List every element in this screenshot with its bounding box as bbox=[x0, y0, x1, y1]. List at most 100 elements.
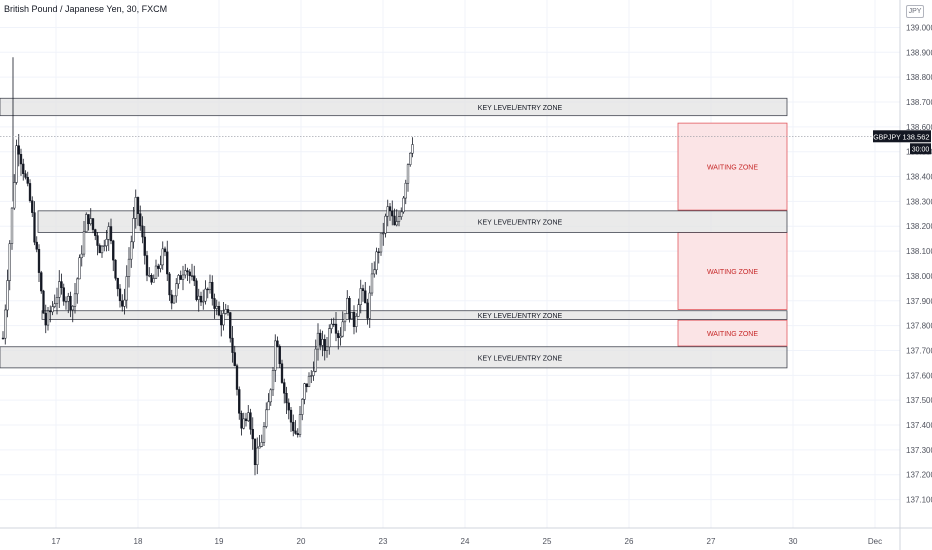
waiting-zone bbox=[677, 122, 788, 211]
candle bbox=[267, 393, 270, 411]
candle bbox=[31, 196, 34, 217]
candle-body bbox=[37, 249, 41, 273]
candle-body bbox=[127, 258, 131, 277]
candle-body bbox=[258, 446, 261, 449]
candle bbox=[278, 344, 281, 368]
candle-body bbox=[132, 218, 135, 243]
candle-body bbox=[220, 314, 223, 326]
candle bbox=[76, 277, 79, 304]
candle bbox=[157, 263, 160, 277]
candle bbox=[388, 202, 392, 221]
candle-body bbox=[40, 272, 43, 292]
candle-body bbox=[31, 200, 34, 213]
candle bbox=[125, 265, 128, 309]
candle-body bbox=[8, 243, 11, 281]
candle-body bbox=[280, 363, 284, 383]
candle-body bbox=[53, 303, 56, 307]
candle bbox=[44, 304, 47, 334]
candle bbox=[58, 270, 61, 308]
x-tick-label: 19 bbox=[215, 537, 224, 546]
candle bbox=[91, 217, 95, 234]
candle bbox=[17, 134, 20, 167]
candle bbox=[289, 406, 293, 432]
candle bbox=[352, 305, 356, 335]
candle-body bbox=[339, 335, 342, 338]
candle-body bbox=[346, 297, 349, 315]
candle bbox=[233, 345, 236, 367]
candle-body bbox=[199, 295, 203, 303]
candle bbox=[402, 195, 405, 214]
candle bbox=[242, 412, 245, 430]
candle-body bbox=[188, 271, 191, 276]
candle bbox=[175, 278, 178, 303]
candle-body bbox=[267, 401, 270, 411]
candle bbox=[370, 262, 374, 296]
last-price-tag[interactable]: GBPJPY 138.562 30:00 bbox=[873, 130, 931, 155]
candle-body bbox=[76, 278, 79, 295]
candle-body bbox=[168, 273, 171, 296]
candle-body bbox=[229, 312, 232, 339]
candle-body bbox=[19, 154, 23, 165]
candle-body bbox=[62, 287, 65, 302]
chart-title: British Pound / Japanese Yen, 30, FXCM bbox=[4, 4, 168, 14]
candle bbox=[208, 274, 212, 294]
currency-badge[interactable]: JPY bbox=[906, 5, 924, 18]
candle bbox=[67, 292, 70, 314]
candle bbox=[222, 301, 225, 331]
candle bbox=[343, 313, 347, 332]
candle-body bbox=[350, 312, 353, 320]
candle-body bbox=[85, 214, 88, 233]
candle bbox=[24, 170, 27, 180]
candle-body bbox=[400, 211, 403, 217]
x-tick-label: 18 bbox=[134, 537, 143, 546]
candle-body bbox=[206, 288, 209, 291]
candle-body bbox=[244, 418, 248, 422]
candle bbox=[314, 339, 317, 373]
candle-body bbox=[163, 248, 167, 253]
candle-body bbox=[91, 218, 95, 230]
candle-body bbox=[359, 288, 362, 305]
candle bbox=[238, 386, 241, 420]
candle-body bbox=[343, 313, 347, 323]
candle-body bbox=[233, 352, 236, 366]
candle-body bbox=[352, 312, 356, 327]
candle-body bbox=[382, 232, 385, 235]
candle-body bbox=[395, 221, 398, 226]
symbol-tag-label: GBPJPY bbox=[873, 134, 901, 141]
candle-body bbox=[181, 274, 185, 280]
candle-body bbox=[78, 257, 81, 280]
candle-body bbox=[332, 323, 335, 326]
candle-body bbox=[402, 197, 405, 213]
candle bbox=[121, 294, 124, 312]
candle bbox=[249, 408, 252, 435]
candle bbox=[105, 229, 108, 252]
candle bbox=[359, 279, 362, 314]
candle bbox=[107, 222, 110, 251]
candle bbox=[235, 363, 239, 396]
candle-body bbox=[240, 413, 243, 429]
candle bbox=[127, 247, 131, 288]
candle bbox=[332, 317, 335, 328]
candle bbox=[393, 208, 396, 226]
candle-body bbox=[271, 370, 275, 391]
candle bbox=[179, 270, 182, 280]
countdown-label: 30:00 bbox=[912, 146, 930, 153]
candle bbox=[51, 301, 54, 316]
candle bbox=[13, 174, 16, 211]
candle-body bbox=[283, 382, 286, 394]
candle bbox=[6, 269, 9, 318]
candle-body bbox=[397, 216, 401, 222]
waiting-zone bbox=[677, 319, 788, 347]
candle bbox=[341, 311, 344, 338]
candle-body bbox=[67, 295, 70, 302]
candle-body bbox=[361, 288, 365, 292]
candle bbox=[89, 208, 92, 226]
candle-body bbox=[231, 337, 234, 353]
candle bbox=[184, 263, 187, 279]
candle bbox=[292, 414, 295, 437]
candle-body bbox=[224, 309, 227, 314]
candle bbox=[251, 417, 254, 450]
y-tick-label: 138.300 bbox=[906, 197, 932, 206]
candle bbox=[406, 163, 410, 192]
